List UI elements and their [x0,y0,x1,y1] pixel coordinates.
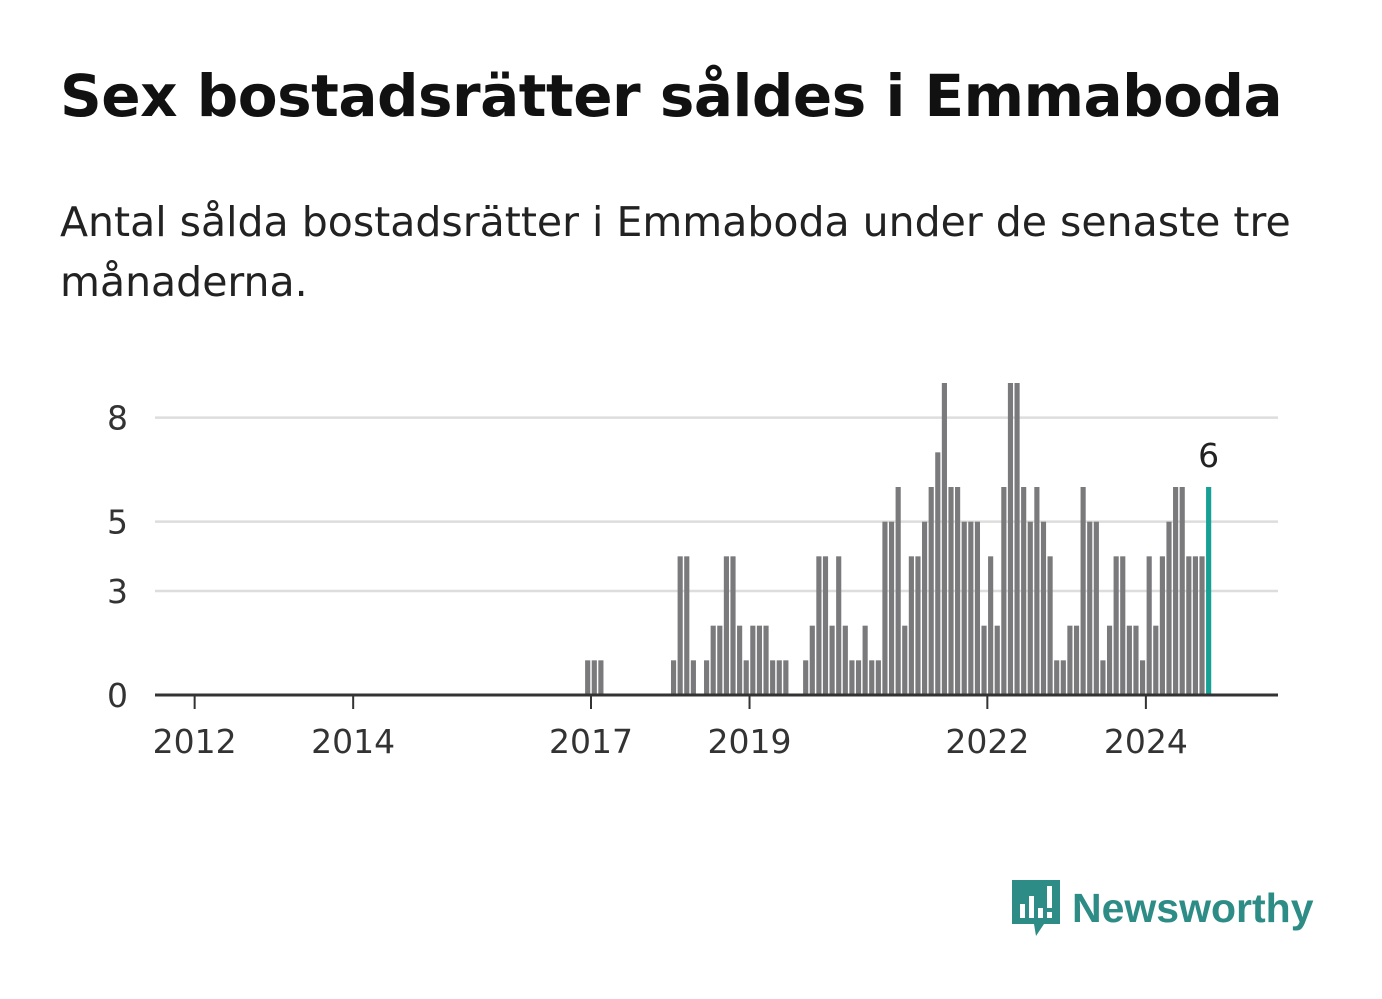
bar [875,660,881,695]
bar [1040,521,1047,695]
x-tick-label: 2014 [311,722,395,761]
bar-chart: 0 3 5 8 6 2012 2014 2017 2019 2022 2024 [107,383,1278,761]
bar [684,556,690,695]
chart-title: Sex bostadsrätter såldes i Emmaboda [60,62,1283,130]
x-tick-label: 2017 [549,722,633,761]
bar [1153,625,1159,695]
bar [737,625,743,695]
bar [704,660,710,695]
bar [1007,383,1014,695]
bar [935,452,941,695]
bar [677,556,683,695]
newsworthy-logo: Newsworthy [1010,878,1314,938]
bar [1047,556,1053,695]
bar [809,625,815,695]
bar [829,625,835,695]
chart-subtitle: Antal sålda bostadsrätter i Emmaboda und… [60,198,1291,306]
bar [1199,556,1205,695]
bar [763,625,769,695]
bar [591,660,597,695]
bar [816,556,822,695]
y-tick-label: 3 [107,572,128,611]
bar [756,625,763,695]
bar [822,556,829,695]
bar [1073,625,1080,695]
y-tick-label: 8 [107,399,128,438]
bar [968,521,974,695]
bar [770,660,776,695]
bar [1140,660,1146,695]
bar [908,556,914,695]
bar [730,556,736,695]
bar [1166,521,1172,695]
bar [928,487,934,695]
bar [1126,625,1132,695]
bar [710,625,716,695]
bar [743,660,749,695]
bar [1159,556,1165,695]
bar [1087,521,1093,695]
bar [803,660,809,695]
bar [1014,383,1020,695]
bar [598,660,604,695]
bar [955,487,961,695]
x-tick-label: 2019 [708,722,792,761]
x-tick-label: 2024 [1104,722,1188,761]
bar [776,660,782,695]
bar [1067,625,1073,695]
brand-name: Newsworthy [1072,884,1314,931]
bar [1001,487,1007,695]
bar [849,660,855,695]
bar [1186,556,1192,695]
bar [994,625,1000,695]
bar [1133,625,1139,695]
bar [585,660,591,695]
bar [869,660,875,695]
bar [902,625,908,695]
bar [1106,625,1113,695]
x-tick-label: 2012 [153,722,237,761]
bar [690,660,696,695]
bar [888,521,895,695]
bar [717,625,723,695]
bar [948,487,954,695]
bar [1027,521,1033,695]
bar [1100,660,1106,695]
bar [836,556,842,695]
bar [882,521,888,695]
bar [723,556,729,695]
bar [961,521,967,695]
bar [842,625,848,695]
bar [1179,487,1185,695]
newsworthy-icon [1012,880,1060,936]
bar [1093,521,1099,695]
x-tick-label: 2022 [945,722,1029,761]
bar [862,625,868,695]
bar [1192,556,1199,695]
bar [981,625,987,695]
bar [1146,556,1152,695]
y-tick-label: 5 [107,503,128,542]
bar [750,625,756,695]
bar [1054,660,1060,695]
bar [1060,660,1066,695]
bar [988,556,994,695]
highlight-bar [1206,487,1212,695]
bar [974,521,981,695]
bar [1173,487,1179,695]
y-tick-label: 0 [107,676,128,715]
bar [941,383,947,695]
bar [1120,556,1126,695]
bar [895,487,901,695]
bar [1080,487,1086,695]
bar [855,660,862,695]
bar [1034,487,1040,695]
bar [915,556,921,695]
bar [1113,556,1119,695]
bar [1021,487,1027,695]
bar [670,660,677,695]
bar [783,660,789,695]
bar [922,521,928,695]
highlight-value-label: 6 [1198,436,1219,475]
